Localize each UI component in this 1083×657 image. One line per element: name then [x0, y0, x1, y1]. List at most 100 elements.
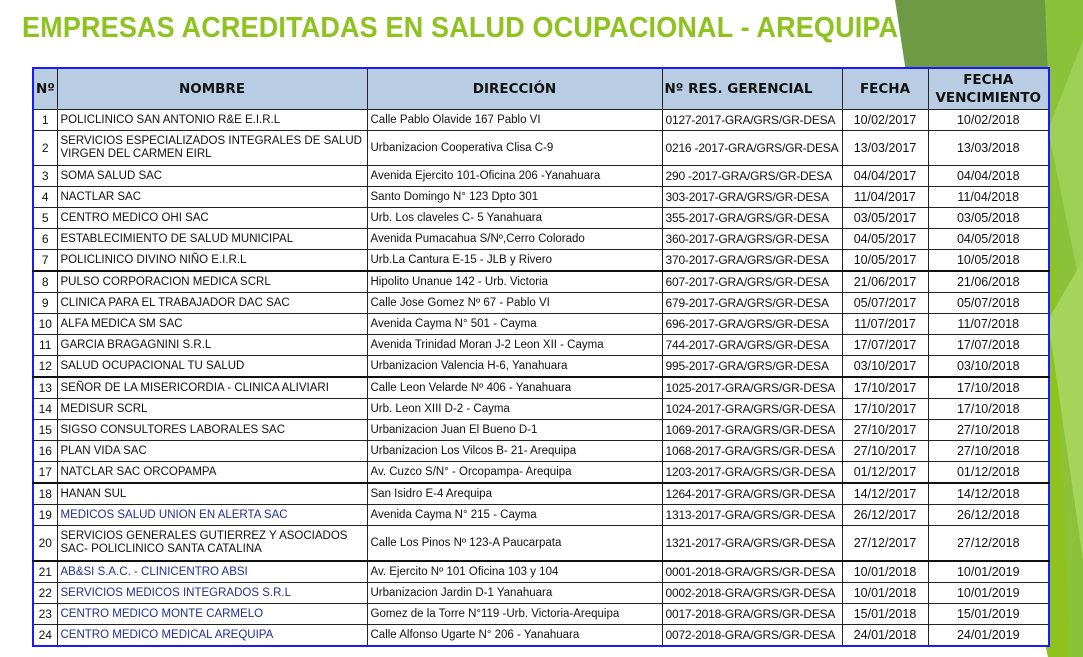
expiry-date: 10/01/2019 [927, 582, 1050, 604]
expiry-date: 10/02/2018 [927, 109, 1050, 131]
company-name: SERVICIOS GENERALES GUTIERREZ Y ASOCIADO… [56, 525, 368, 562]
table-row: 5 CENTRO MEDICO OHI SAC Urb. Los claveles … [32, 207, 1050, 229]
expiry-date: 04/04/2018 [927, 165, 1050, 187]
date: 05/07/2017 [841, 292, 929, 314]
row-number: 12 [32, 355, 58, 378]
address: Urbanizacion Valencia H-6, Yanahuara [366, 355, 663, 378]
row-number: 18 [32, 482, 58, 505]
header-address: DIRECCIÓN [366, 67, 663, 110]
date: 21/06/2017 [841, 270, 929, 293]
expiry-date: 10/01/2019 [927, 560, 1050, 583]
address: Urbanizacion Jardin D-1 Yanahuara [366, 582, 663, 604]
address: Calle Leon Velarde Nº 406 - Yanahuara [366, 376, 663, 399]
company-name: SEÑOR DE LA MISERICORDIA - CLINICA ALIVI… [56, 376, 368, 399]
resolution-number: 0017-2018-GRA/GRS/GR-DESA [661, 603, 843, 625]
resolution-number: 303-2017-GRA/GRS/GR-DESA [661, 186, 843, 208]
resolution-number: 1068-2017-GRA/GRS/GR-DESA [661, 440, 843, 462]
address: Hipolito Unanue 142 - Urb. Victoria [366, 270, 663, 293]
row-number: 13 [32, 376, 58, 399]
address: Avenida Trinidad Moran J-2 Leon XII - Ca… [366, 334, 663, 356]
row-number: 5 [32, 207, 58, 229]
expiry-date: 26/12/2018 [927, 504, 1050, 526]
table-row: 11 GARCIA BRAGAGNINI S.R.L Avenida Trinida… [32, 334, 1050, 356]
table-row: 2 SERVICIOS ESPECIALIZADOS INTEGRALES DE … [32, 130, 1050, 166]
row-number: 2 [32, 130, 58, 166]
company-name: ALFA MEDICA SM SAC [56, 313, 368, 335]
table-row: 21 AB&SI S.A.C. - CLINICENTRO ABSI Av. Eje… [32, 560, 1050, 583]
address: Gomez de la Torre N°119 -Urb. Victoria-A… [366, 603, 663, 625]
company-name: AB&SI S.A.C. - CLINICENTRO ABSI [56, 560, 368, 583]
header-name: NOMBRE [56, 67, 368, 110]
table-header-row: Nº NOMBRE DIRECCIÓN Nº RES. GERENCIAL FE… [32, 67, 1050, 110]
row-number: 14 [32, 398, 58, 420]
table-row: 7 POLICLINICO DIVINO NIÑO E.I.R.L Urb.La C… [32, 249, 1050, 272]
company-name: SOMA SALUD SAC [56, 165, 368, 187]
table-row: 3 SOMA SALUD SAC Avenida Ejercito 101-Ofic… [32, 165, 1050, 187]
company-name: PLAN VIDA SAC [56, 440, 368, 462]
address: Urb. Los claveles C- 5 Yanahuara [366, 207, 663, 229]
date: 15/01/2018 [841, 603, 929, 625]
expiry-date: 11/07/2018 [927, 313, 1050, 335]
table-row: 1 POLICLINICO SAN ANTONIO R&E E.I.R.L Call… [32, 109, 1050, 131]
resolution-number: 1024-2017-GRA/GRS/GR-DESA [661, 398, 843, 420]
accredited-companies-table: Nº NOMBRE DIRECCIÓN Nº RES. GERENCIAL FE… [32, 67, 1050, 647]
resolution-number: 0216 -2017-GRA/GRS/GR-DESA [661, 130, 843, 166]
date: 24/01/2018 [841, 624, 929, 647]
resolution-number: 290 -2017-GRA/GRS/GR-DESA [661, 165, 843, 187]
expiry-date: 17/10/2018 [927, 376, 1050, 399]
company-name: NATCLAR SAC ORCOPAMPA [56, 461, 368, 484]
table-row: 14 MEDISUR SCRL Urb. Leon XIII D-2 - Cayma… [32, 398, 1050, 420]
address: Avenida Cayma N° 215 - Cayma [366, 504, 663, 526]
header-number: Nº [32, 67, 58, 110]
row-number: 4 [32, 186, 58, 208]
company-name: SERVICIOS MEDICOS INTEGRADOS S.R.L [56, 582, 368, 604]
table-row: 20 SERVICIOS GENERALES GUTIERREZ Y ASOCIA… [32, 525, 1050, 562]
table-row: 9 CLINICA PARA EL TRABAJADOR DAC SAC Calle… [32, 292, 1050, 314]
date: 17/10/2017 [841, 398, 929, 420]
address: Urb.La Cantura E-15 - JLB y Rivero [366, 249, 663, 272]
date: 11/04/2017 [841, 186, 929, 208]
table-row: 19 MEDICOS SALUD UNION EN ALERTA SAC Aveni… [32, 504, 1050, 526]
resolution-number: 0002-2018-GRA/GRS/GR-DESA [661, 582, 843, 604]
header-resolution: Nº RES. GERENCIAL [661, 67, 843, 110]
resolution-number: 744-2017-GRA/GRS/GR-DESA [661, 334, 843, 356]
expiry-date: 03/10/2018 [927, 355, 1050, 378]
expiry-date: 17/10/2018 [927, 398, 1050, 420]
company-name: POLICLINICO SAN ANTONIO R&E E.I.R.L [56, 109, 368, 131]
table-row: 10 ALFA MEDICA SM SAC Avenida Cayma N° 501… [32, 313, 1050, 335]
row-number: 19 [32, 504, 58, 526]
expiry-date: 01/12/2018 [927, 461, 1050, 484]
date: 04/04/2017 [841, 165, 929, 187]
table-row: 22 SERVICIOS MEDICOS INTEGRADOS S.R.L Urba… [32, 582, 1050, 604]
address: Urbanizacion Juan El Bueno D-1 [366, 419, 663, 441]
row-number: 22 [32, 582, 58, 604]
date: 03/05/2017 [841, 207, 929, 229]
row-number: 8 [32, 270, 58, 293]
address: Av. Ejercito Nº 101 Oficina 103 y 104 [366, 560, 663, 583]
company-name: MEDISUR SCRL [56, 398, 368, 420]
expiry-date: 27/10/2018 [927, 419, 1050, 441]
table-row: 17 NATCLAR SAC ORCOPAMPA Av. Cuzco S/N° - … [32, 461, 1050, 484]
expiry-date: 27/12/2018 [927, 525, 1050, 562]
resolution-number: 679-2017-GRA/GRS/GR-DESA [661, 292, 843, 314]
date: 04/05/2017 [841, 228, 929, 250]
date: 27/10/2017 [841, 440, 929, 462]
row-number: 1 [32, 109, 58, 131]
date: 17/07/2017 [841, 334, 929, 356]
date: 01/12/2017 [841, 461, 929, 484]
date: 27/10/2017 [841, 419, 929, 441]
company-name: CLINICA PARA EL TRABAJADOR DAC SAC [56, 292, 368, 314]
resolution-number: 1321-2017-GRA/GRS/GR-DESA [661, 525, 843, 562]
date: 14/12/2017 [841, 482, 929, 505]
expiry-date: 17/07/2018 [927, 334, 1050, 356]
date: 10/05/2017 [841, 249, 929, 272]
resolution-number: 607-2017-GRA/GRS/GR-DESA [661, 270, 843, 293]
resolution-number: 355-2017-GRA/GRS/GR-DESA [661, 207, 843, 229]
expiry-date: 14/12/2018 [927, 482, 1050, 505]
expiry-date: 21/06/2018 [927, 270, 1050, 293]
expiry-date: 24/01/2019 [927, 624, 1050, 647]
address: Av. Cuzco S/N° - Orcopampa- Arequipa [366, 461, 663, 484]
company-name: CENTRO MEDICO OHI SAC [56, 207, 368, 229]
resolution-number: 1069-2017-GRA/GRS/GR-DESA [661, 419, 843, 441]
company-name: GARCIA BRAGAGNINI S.R.L [56, 334, 368, 356]
